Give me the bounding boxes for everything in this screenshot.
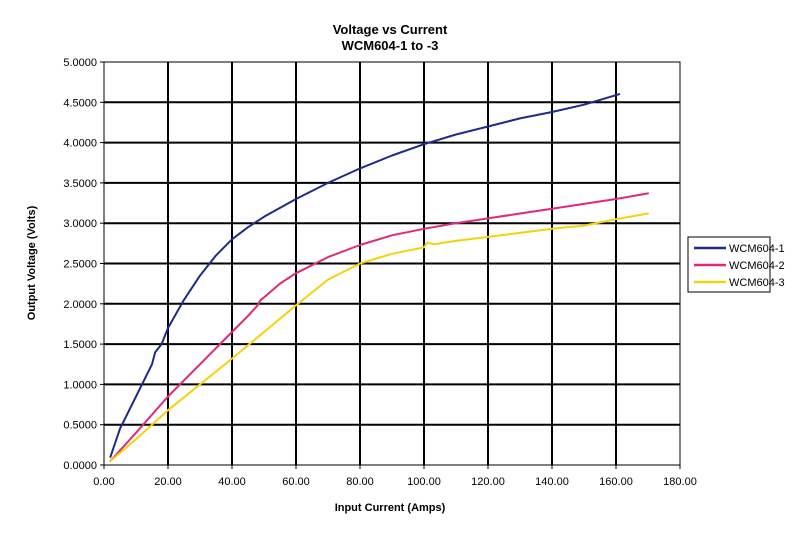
series-line-wcm604-2 — [109, 192, 649, 462]
x-tick-label: 60.00 — [282, 476, 310, 488]
legend-label: WCM604-1 — [729, 243, 785, 255]
legend-label: WCM604-3 — [729, 277, 785, 289]
x-tick-label: 80.00 — [346, 476, 374, 488]
legend: WCM604-1 WCM604-2 WCM604-3 — [687, 236, 785, 293]
y-tick-label: 1.0000 — [63, 379, 97, 391]
ticks-layer: 0.00 20.00 40.00 60.00 80.00 100.00 120.00 140.… — [63, 57, 696, 488]
legend-items: WCM604-1 WCM604-2 WCM604-3 — [694, 243, 785, 289]
y-tick-label: 0.5000 — [63, 420, 97, 432]
y-tick-label: 0.0000 — [63, 460, 97, 472]
legend-label: WCM604-2 — [729, 260, 785, 272]
y-tick-label: 1.5000 — [63, 339, 97, 351]
series-layer — [109, 93, 649, 462]
x-tick-label: 120.00 — [471, 476, 505, 488]
y-tick-label: 4.5000 — [63, 97, 97, 109]
y-axis-label: Output Voltage (Volts) — [26, 205, 38, 320]
y-tick-label: 2.5000 — [63, 259, 97, 271]
x-tick-label: 20.00 — [154, 476, 182, 488]
x-tick-label: 180.00 — [663, 476, 697, 488]
y-tick-label: 3.0000 — [63, 218, 97, 230]
chart-subtitle: WCM604-1 to -3 — [342, 38, 439, 53]
series-line-wcm604-3 — [109, 212, 649, 462]
series-line-wcm604-1 — [109, 93, 621, 458]
x-tick-label: 0.00 — [93, 476, 114, 488]
x-tick-label: 160.00 — [599, 476, 633, 488]
x-tick-label: 100.00 — [407, 476, 441, 488]
x-axis-label: Input Current (Amps) — [335, 502, 446, 514]
x-tick-label: 40.00 — [218, 476, 246, 488]
y-tick-label: 2.0000 — [63, 299, 97, 311]
grid-layer — [103, 61, 681, 466]
x-tick-label: 140.00 — [535, 476, 569, 488]
y-tick-label: 3.5000 — [63, 178, 97, 190]
chart-title: Voltage vs Current — [333, 22, 448, 37]
y-tick-label: 5.0000 — [63, 57, 97, 69]
y-tick-label: 4.0000 — [63, 138, 97, 150]
